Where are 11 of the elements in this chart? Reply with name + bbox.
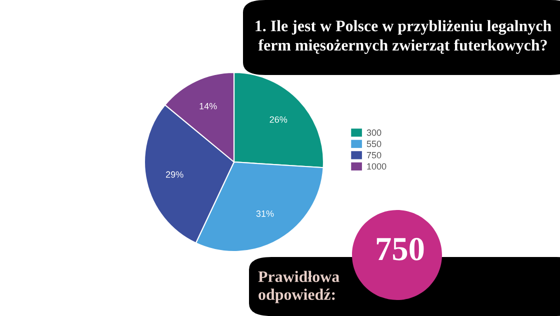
- data-label: 29%: [166, 171, 184, 178]
- data-label: 26%: [270, 116, 288, 123]
- legend-label: 750: [366, 152, 382, 158]
- legend-label: 300: [366, 129, 382, 136]
- chart-title: 1. Ile jest w Polsce w przybliżeniu legalnych ferm mięsożernych zwierząt futerkowych?: [256, 20, 552, 54]
- legend-label: 550: [366, 140, 382, 148]
- text: 750: [376, 238, 424, 260]
- text: Prawidłowa odpowiedź:: [258, 270, 340, 304]
- legend-label: 1000: [367, 163, 386, 170]
- data-label: 31%: [256, 210, 274, 217]
- data-label: 14%: [200, 102, 217, 110]
